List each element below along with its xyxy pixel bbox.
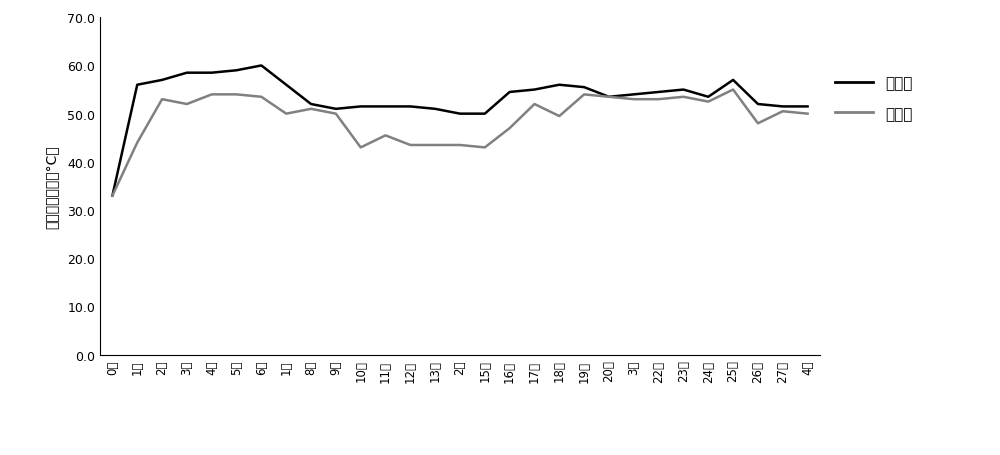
对照组: [752, 121, 764, 127]
对照组: [454, 143, 466, 148]
实验组: [280, 83, 292, 88]
实验组: [528, 88, 540, 93]
Y-axis label: 堆肥平均温度（°C）: 堆肥平均温度（°C）: [45, 145, 59, 228]
实验组: [231, 68, 243, 74]
对照组: [280, 111, 292, 117]
实验组: [404, 105, 416, 110]
对照组: [429, 143, 441, 148]
对照组: [106, 193, 118, 199]
对照组: [628, 97, 640, 103]
实验组: [752, 102, 764, 107]
对照组: [206, 92, 218, 98]
实验组: [131, 83, 143, 88]
对照组: [156, 97, 168, 103]
对照组: [777, 109, 789, 115]
Legend: 实验组, 对照组: 实验组, 对照组: [835, 76, 913, 121]
实验组: [454, 111, 466, 117]
实验组: [330, 107, 342, 112]
实验组: [380, 105, 392, 110]
实验组: [727, 78, 739, 83]
对照组: [603, 95, 615, 100]
对照组: [355, 145, 367, 151]
对照组: [653, 97, 665, 103]
对照组: [677, 95, 689, 100]
实验组: [305, 102, 317, 107]
对照组: [131, 141, 143, 146]
实验组: [628, 92, 640, 98]
对照组: [702, 100, 714, 105]
实验组: [255, 64, 267, 69]
对照组: [181, 102, 193, 107]
实验组: [578, 85, 590, 91]
实验组: [603, 95, 615, 100]
对照组: [255, 95, 267, 100]
实验组: [802, 105, 814, 110]
Line: 对照组: 对照组: [112, 91, 808, 196]
对照组: [305, 107, 317, 112]
实验组: [479, 111, 491, 117]
对照组: [553, 114, 565, 120]
实验组: [106, 193, 118, 199]
对照组: [578, 92, 590, 98]
对照组: [802, 111, 814, 117]
对照组: [231, 92, 243, 98]
实验组: [677, 88, 689, 93]
对照组: [330, 111, 342, 117]
Line: 实验组: 实验组: [112, 66, 808, 196]
对照组: [528, 102, 540, 107]
对照组: [727, 88, 739, 93]
实验组: [206, 71, 218, 76]
对照组: [380, 133, 392, 139]
实验组: [504, 90, 516, 96]
实验组: [181, 71, 193, 76]
实验组: [429, 107, 441, 112]
实验组: [777, 105, 789, 110]
实验组: [553, 83, 565, 88]
实验组: [702, 95, 714, 100]
对照组: [404, 143, 416, 148]
实验组: [355, 105, 367, 110]
实验组: [156, 78, 168, 83]
对照组: [479, 145, 491, 151]
实验组: [653, 90, 665, 96]
对照组: [504, 126, 516, 131]
